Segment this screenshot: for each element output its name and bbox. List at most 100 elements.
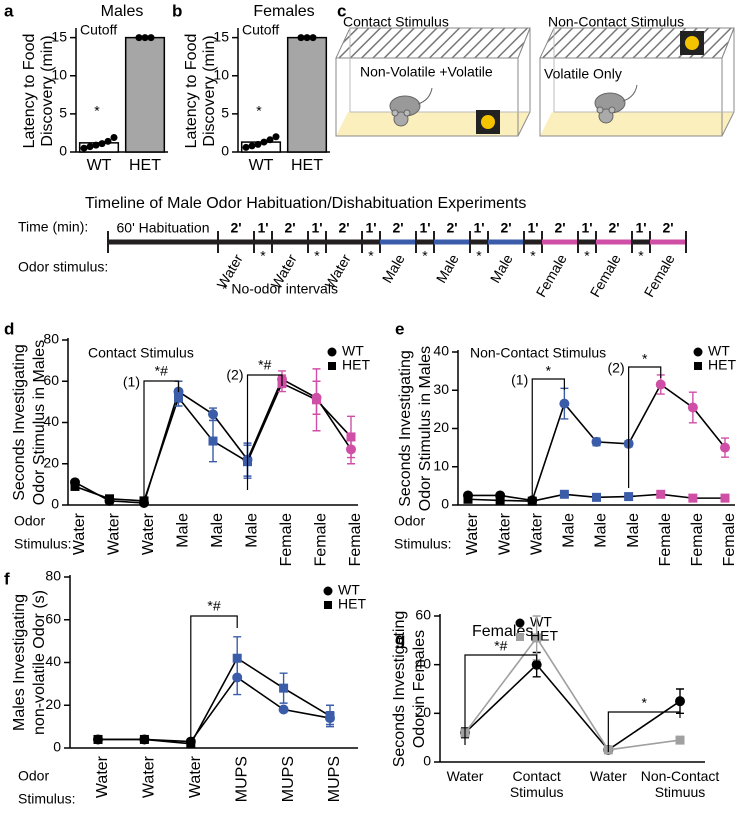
annotation: * (641, 695, 647, 711)
marker (688, 493, 698, 503)
legend-label: HET (708, 357, 736, 373)
interval-legend: * No-odor intervals (222, 281, 338, 297)
annotation: * (94, 103, 100, 119)
data-point (272, 133, 280, 141)
x-tick-label: WT (87, 157, 112, 174)
significance-bracket (246, 374, 283, 490)
right-box (539, 27, 735, 137)
stimulus-label: Male (433, 251, 462, 285)
y-tick-label: 10 (433, 457, 449, 473)
data-point (147, 34, 155, 42)
annotation: *# (207, 598, 220, 614)
data-point (98, 140, 106, 148)
y-tick-label: 10 (51, 66, 67, 82)
data-point (254, 140, 262, 148)
panel-label: g (395, 629, 405, 648)
marker (278, 704, 289, 715)
y-tick-label: 20 (45, 696, 61, 712)
y-axis-label: Discovery (min) (201, 35, 218, 146)
x-tick-label: Contact Stimulus (509, 768, 564, 800)
y-tick-label: 10 (213, 66, 229, 82)
marker (675, 696, 685, 707)
y-axis-label: Seconds Investigating (397, 350, 414, 507)
x-axis-label: Stimulus: (14, 536, 72, 552)
y-axis-label: Seconds Investigating (11, 344, 28, 501)
marker (312, 395, 321, 405)
marker (559, 398, 570, 409)
data-point (135, 34, 143, 42)
annotation: * (256, 103, 262, 119)
data-point (104, 137, 112, 145)
y-tick-label: 30 (433, 381, 449, 397)
x-tick-label: Water (446, 768, 484, 784)
marker (495, 495, 505, 505)
marker (655, 379, 666, 390)
x-tick-label: Water (589, 768, 627, 784)
marker (93, 734, 103, 744)
legend-label: WT (338, 582, 360, 598)
legend-label: WT (342, 343, 364, 359)
duration-label: 2' (608, 220, 619, 236)
marker (687, 402, 698, 413)
duration-label: 2' (446, 220, 457, 236)
marker (208, 436, 218, 446)
x-tick-label: Water (464, 512, 481, 555)
right-text: Volatile Only (544, 66, 622, 82)
marker (591, 436, 602, 447)
y-tick-label: 0 (59, 143, 67, 159)
legend-label: WT (708, 343, 730, 359)
x-axis-label: Stimulus: (394, 536, 452, 552)
x-tick-label: MUPS (280, 756, 297, 802)
x-tick-label-box: Contact Stimulus (509, 768, 564, 800)
annotation: Contact Stimulus (88, 345, 194, 361)
y-tick-label: 0 (53, 739, 61, 755)
marker (463, 494, 473, 504)
marker (532, 633, 542, 643)
marker (656, 489, 666, 499)
y-axis-label: Seconds Investigating (391, 611, 408, 768)
x-tick-label: Water (94, 755, 111, 798)
annotation: *# (258, 357, 271, 373)
x-tick-label-box: Water (446, 768, 484, 784)
y-tick-label: 0 (423, 753, 431, 769)
marker (324, 601, 332, 609)
duration-label: 2' (338, 220, 349, 236)
x-tick-label: Male (625, 513, 642, 548)
marker (527, 496, 537, 506)
legend-label: HET (338, 596, 366, 612)
x-tick-label: MUPS (233, 756, 250, 802)
significance-bracket (464, 654, 538, 745)
series-line (464, 663, 681, 751)
data-point (309, 34, 317, 42)
interval-mark: * (530, 248, 536, 264)
marker (675, 735, 685, 745)
series-line (98, 657, 331, 745)
left-text: Non-Volatile +Volatile (360, 64, 493, 80)
annotation: * (642, 351, 648, 367)
marker (327, 347, 337, 357)
x-tick-label-box: Water (589, 768, 627, 784)
x-axis-label: Stimulus: (18, 791, 76, 807)
stimulus-label: Water (322, 251, 354, 291)
duration-label: 1' (581, 220, 592, 236)
y-tick-label: 20 (415, 704, 431, 720)
bar (124, 36, 166, 153)
x-tick-label: HET (291, 157, 323, 174)
y-axis-label: non-volatile Odor (s) (31, 590, 48, 735)
interval-mark: * (638, 248, 644, 264)
duration-label: 1' (635, 220, 646, 236)
marker (325, 711, 335, 721)
marker (516, 633, 524, 641)
significance-bracket (607, 711, 681, 752)
marker (694, 362, 702, 370)
data-point (92, 141, 100, 149)
y-tick-label: 15 (213, 28, 229, 44)
annotation: (1) (123, 374, 140, 390)
x-tick-label: WT (249, 157, 274, 174)
y-tick-label: 60 (43, 372, 59, 388)
interval-mark: * (476, 248, 482, 264)
duration-label: 1' (419, 220, 430, 236)
marker (279, 683, 289, 693)
x-tick-label: Female (721, 513, 738, 566)
stimulus-label: Male (487, 251, 516, 285)
